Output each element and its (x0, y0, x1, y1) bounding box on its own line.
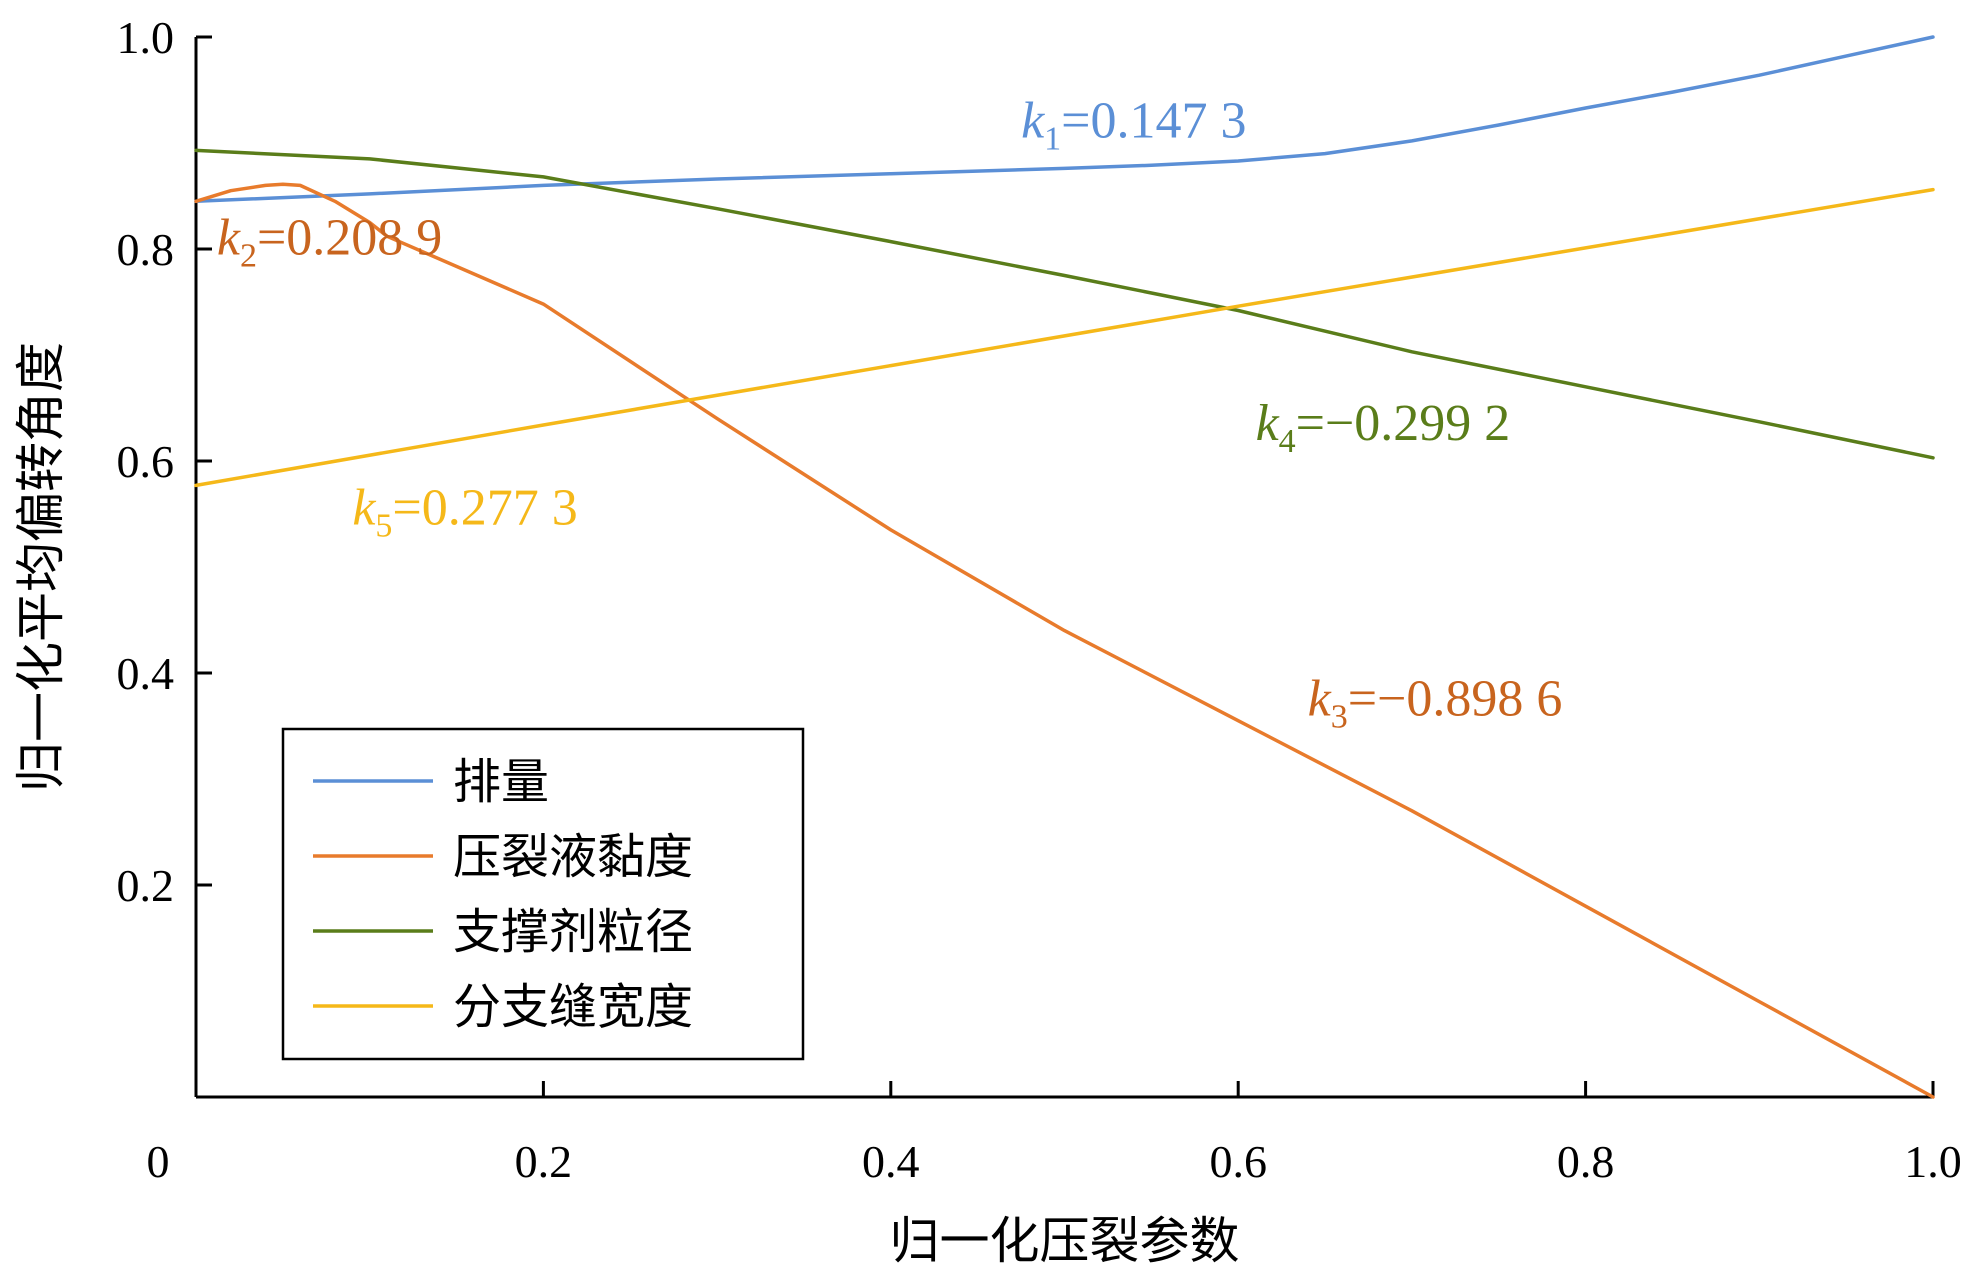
x-tick-label: 0.4 (862, 1136, 920, 1187)
legend-entry-label: 支撑剂粒径 (453, 904, 693, 960)
legend-box (281, 727, 805, 1061)
series-line-3 (194, 148, 1935, 460)
legend-entry-label: 压裂液黏度 (453, 829, 693, 885)
x-tick-label: 0.8 (1557, 1136, 1615, 1187)
chart-series (194, 35, 1935, 1099)
series-line-1 (194, 35, 1935, 204)
x-axis-title: 归一化压裂参数 (890, 1212, 1240, 1270)
x-tick-label: 0.2 (515, 1136, 573, 1187)
y-tick-label: 1.0 (117, 12, 175, 63)
slope-annotation-2: k2=0.208 9 (217, 209, 442, 274)
slope-annotation-5: k5=0.277 3 (352, 480, 577, 545)
y-tick-label: 0.4 (117, 648, 175, 699)
legend-entry-label: 分支缝宽度 (453, 979, 693, 1035)
y-axis-title: 归一化平均偏转角度 (12, 342, 70, 792)
x-tick-label: 0.6 (1209, 1136, 1267, 1187)
chart-annotations: k1=0.147 3 k2=0.208 9 k3=−0.898 6 k4=−0.299… (217, 93, 1563, 736)
series-line-4 (194, 187, 1935, 488)
y-tick-label: 0.2 (117, 860, 175, 911)
legend-entry-label: 排量 (453, 754, 549, 810)
series-line-2 (194, 182, 1935, 1099)
x-tick-label: 1.0 (1904, 1136, 1962, 1187)
y-tick-label: 0.8 (117, 224, 175, 275)
x-tick-label: 0 (147, 1136, 170, 1187)
slope-annotation-4: k4=−0.299 2 (1256, 395, 1511, 460)
slope-annotation-1: k1=0.147 3 (1021, 93, 1246, 158)
y-tick-label: 0.6 (117, 436, 175, 487)
chart-axes: 0 0.2 0.4 0.6 0.8 1.0 0.2 0.4 0.6 0.8 1.0 (117, 12, 1962, 1187)
slope-annotation-3: k3=−0.898 6 (1308, 670, 1563, 735)
